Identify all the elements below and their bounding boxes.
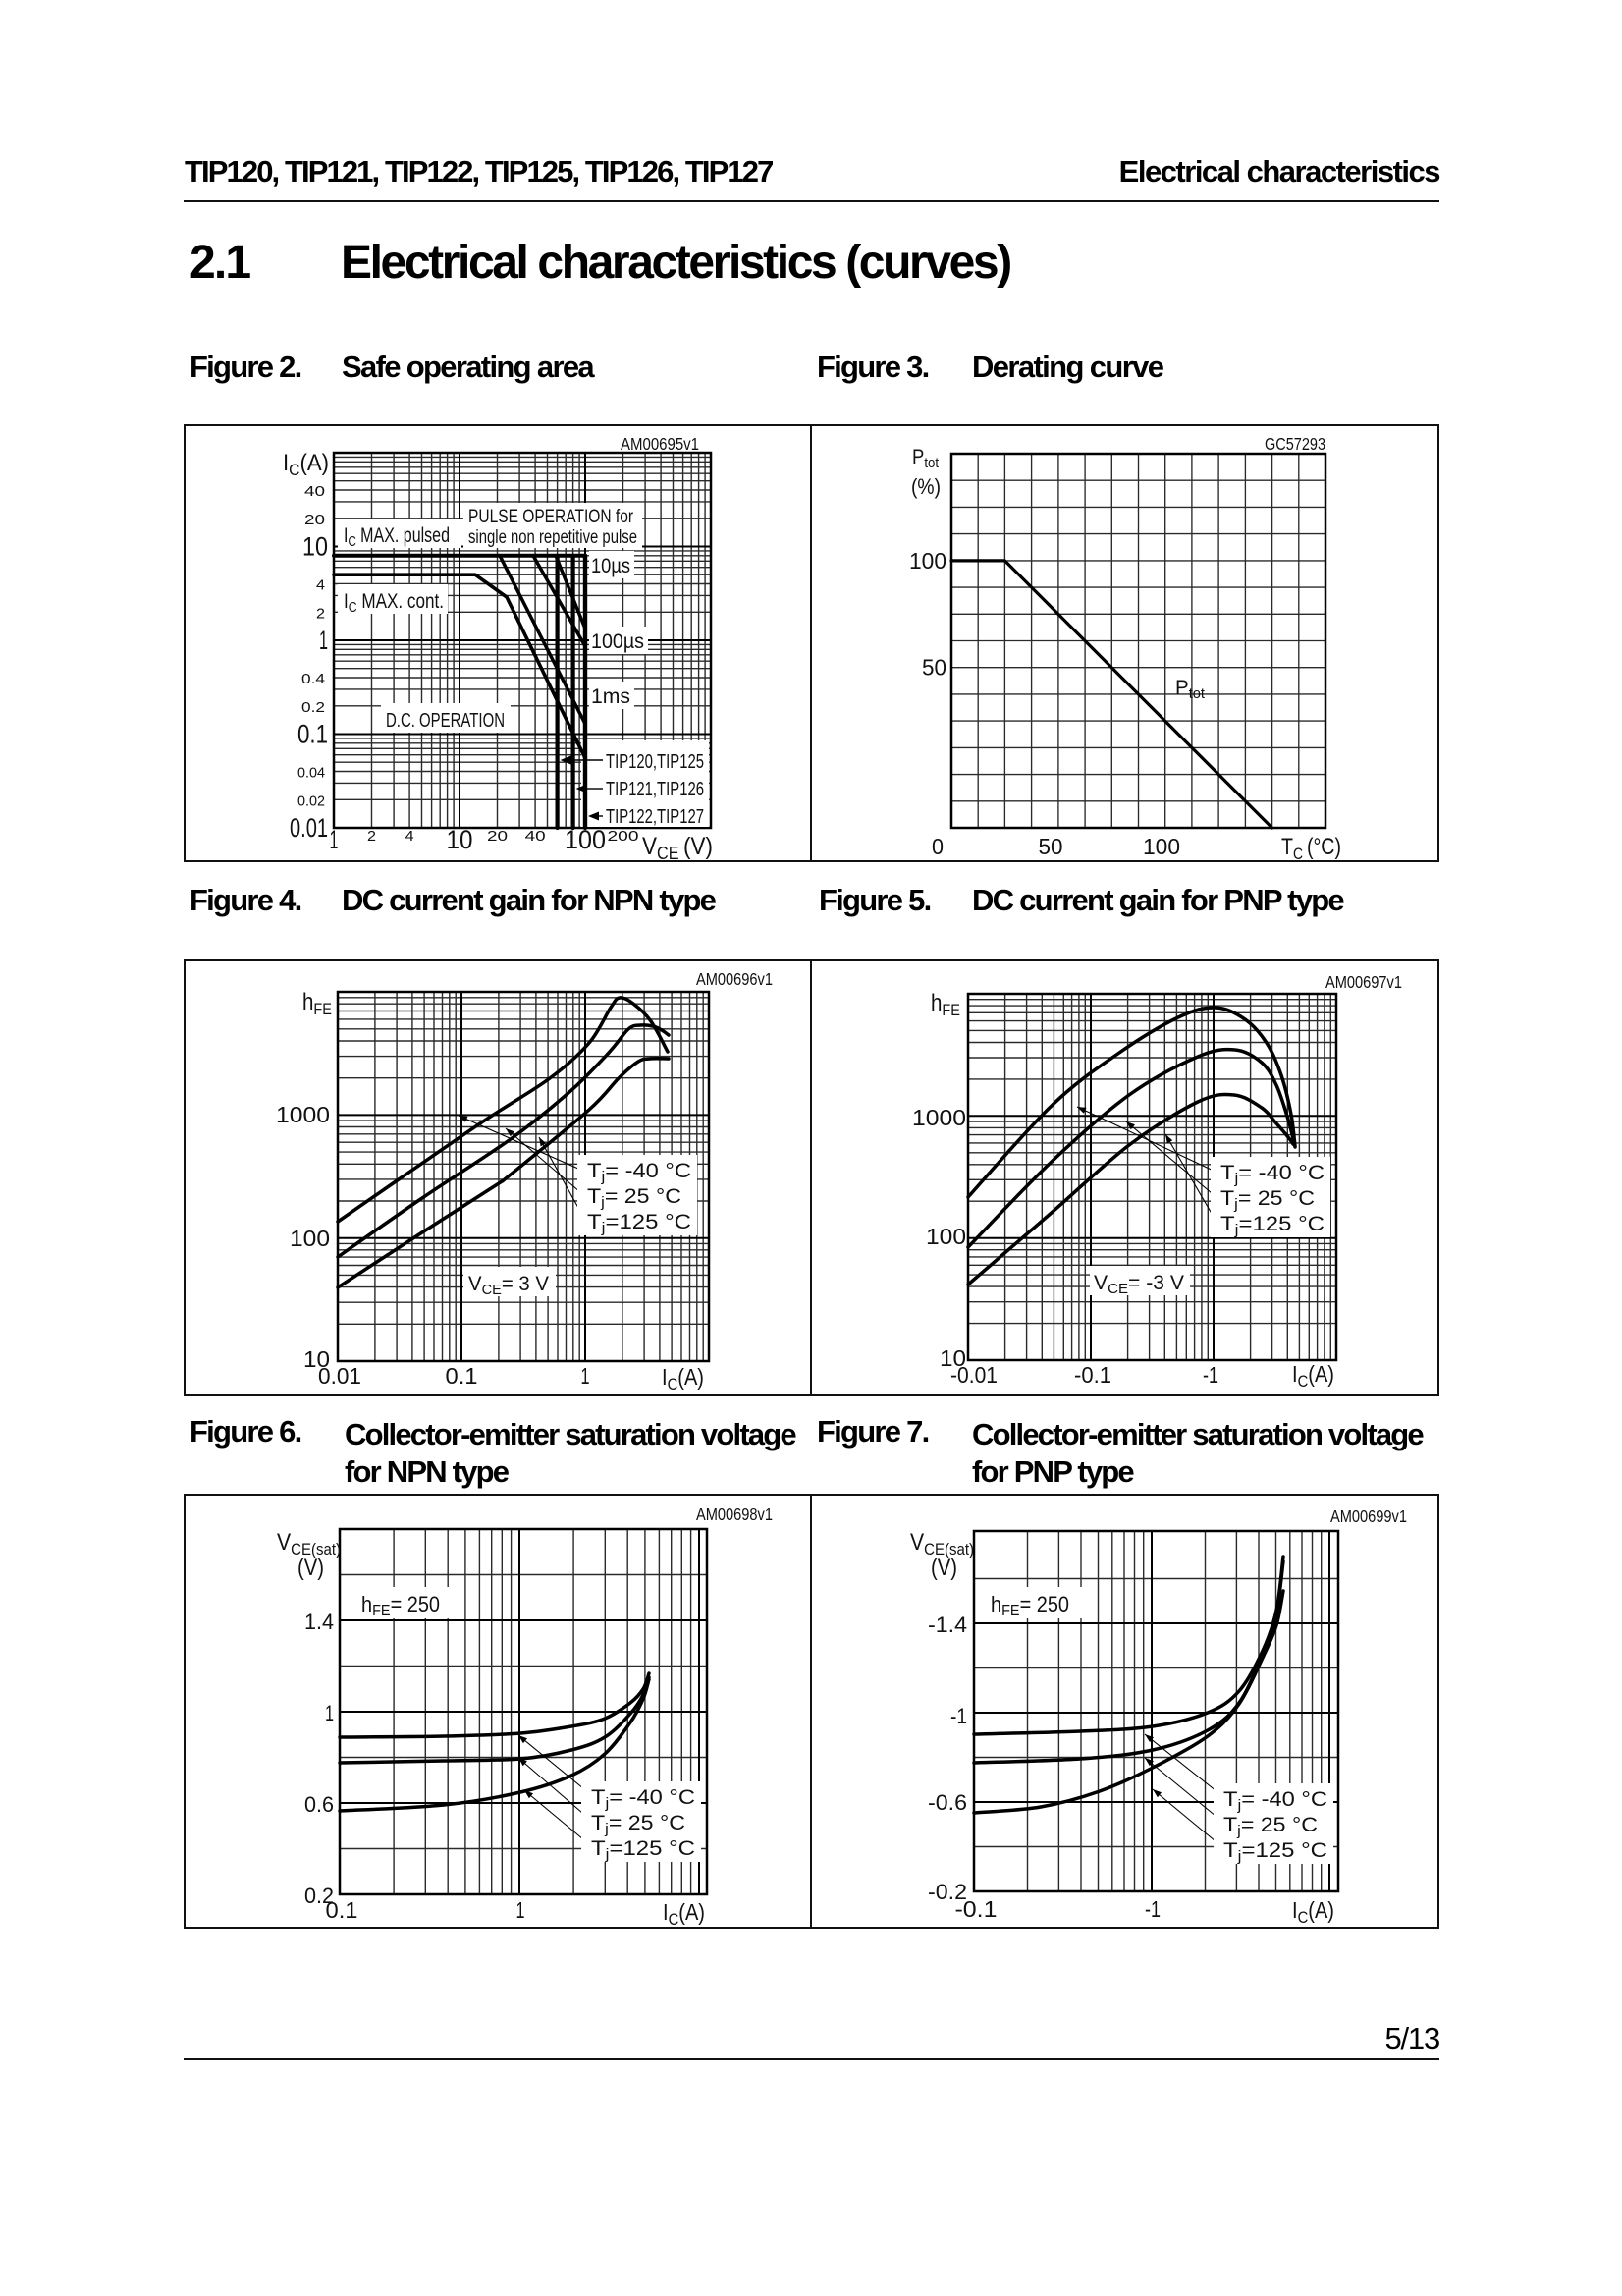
svg-text:1ms: 1ms (591, 685, 630, 708)
svg-text:1000: 1000 (912, 1105, 966, 1130)
svg-text:Tj= -40 °C: Tj= -40 °C (591, 1786, 695, 1812)
svg-text:1000: 1000 (276, 1102, 330, 1127)
svg-text:IC(A): IC(A) (283, 450, 329, 479)
svg-text:4: 4 (316, 577, 325, 594)
svg-text:IC(A): IC(A) (1292, 1897, 1334, 1927)
svg-text:200: 200 (608, 828, 639, 845)
svg-text:Tj= 25 °C: Tj= 25 °C (1223, 1814, 1318, 1839)
svg-text:10: 10 (303, 1346, 330, 1372)
svg-text:Tj=125 °C: Tj=125 °C (1223, 1839, 1327, 1865)
svg-text:100: 100 (909, 548, 946, 574)
svg-text:-0.2: -0.2 (928, 1880, 967, 1904)
svg-text:10µs: 10µs (591, 555, 630, 577)
svg-text:1.4: 1.4 (304, 1610, 334, 1634)
svg-text:2: 2 (316, 605, 325, 622)
svg-text:(V): (V) (931, 1555, 957, 1581)
svg-text:hFE: hFE (931, 990, 960, 1019)
svg-text:4: 4 (406, 828, 414, 845)
svg-text:0.4: 0.4 (301, 671, 325, 687)
svg-text:Tj= -40 °C: Tj= -40 °C (587, 1160, 691, 1185)
svg-text:Tj=125 °C: Tj=125 °C (591, 1837, 695, 1863)
svg-text:-1.4: -1.4 (928, 1613, 967, 1637)
svg-text:AM00697v1: AM00697v1 (1325, 972, 1402, 992)
svg-text:Tj= 25 °C: Tj= 25 °C (587, 1185, 681, 1211)
svg-text:AM00698v1: AM00698v1 (696, 1504, 773, 1524)
svg-text:TIP120,TIP125: TIP120,TIP125 (606, 751, 704, 773)
svg-text:100: 100 (565, 825, 606, 854)
svg-text:1: 1 (581, 1363, 590, 1389)
svg-text:(%): (%) (911, 474, 941, 499)
svg-text:0.04: 0.04 (297, 765, 325, 782)
svg-text:100: 100 (290, 1226, 330, 1251)
svg-text:AM00695v1: AM00695v1 (621, 434, 699, 454)
svg-text:50: 50 (922, 655, 946, 681)
svg-text:IC(A): IC(A) (662, 1364, 704, 1394)
svg-text:0.02: 0.02 (297, 793, 325, 809)
svg-text:-0.6: -0.6 (928, 1790, 967, 1815)
svg-text:IC MAX. cont.: IC MAX. cont. (344, 590, 444, 616)
svg-text:10: 10 (447, 825, 473, 854)
svg-text:AM00699v1: AM00699v1 (1330, 1506, 1407, 1526)
svg-text:D.C. OPERATION: D.C. OPERATION (386, 709, 505, 732)
svg-text:100: 100 (1143, 834, 1180, 859)
svg-text:IC MAX. pulsed: IC MAX. pulsed (344, 524, 450, 550)
svg-text:1: 1 (330, 825, 339, 854)
svg-text:40: 40 (304, 483, 325, 500)
svg-text:50: 50 (1039, 834, 1063, 859)
svg-text:AM00696v1: AM00696v1 (696, 969, 773, 989)
svg-text:0.01: 0.01 (290, 813, 328, 843)
svg-text:0.2: 0.2 (301, 699, 325, 716)
svg-text:Tj= -40 °C: Tj= -40 °C (1223, 1788, 1327, 1814)
svg-text:10: 10 (940, 1345, 966, 1371)
svg-text:-0.01: -0.01 (950, 1362, 998, 1388)
svg-text:single non repetitive pulse: single non repetitive pulse (468, 527, 637, 548)
svg-text:-1: -1 (950, 1704, 967, 1728)
svg-text:2: 2 (367, 828, 376, 845)
svg-text:hFE: hFE (302, 989, 332, 1018)
svg-text:10: 10 (302, 532, 328, 562)
svg-text:IC(A): IC(A) (663, 1899, 705, 1929)
svg-text:Ptot: Ptot (912, 446, 940, 471)
svg-text:20: 20 (304, 512, 325, 528)
svg-text:Tj=125 °C: Tj=125 °C (1220, 1213, 1325, 1238)
svg-text:100: 100 (926, 1224, 966, 1249)
svg-text:TIP122,TIP127: TIP122,TIP127 (606, 806, 704, 828)
svg-text:(V): (V) (297, 1555, 324, 1581)
svg-text:0.1: 0.1 (446, 1363, 478, 1389)
svg-text:Tj=125 °C: Tj=125 °C (587, 1211, 691, 1236)
svg-text:1: 1 (516, 1897, 525, 1923)
svg-text:VCE= -3 V: VCE= -3 V (1094, 1272, 1184, 1297)
svg-text:0.1: 0.1 (326, 1897, 358, 1923)
svg-text:0: 0 (932, 834, 944, 859)
svg-text:IC(A): IC(A) (1292, 1361, 1334, 1391)
svg-text:0.2: 0.2 (304, 1884, 334, 1908)
svg-text:Ptot: Ptot (1175, 677, 1206, 702)
svg-text:-0.1: -0.1 (955, 1896, 998, 1922)
svg-text:-1: -1 (1145, 1896, 1161, 1922)
svg-text:0.01: 0.01 (318, 1363, 361, 1389)
svg-text:VCE= 3 V: VCE= 3 V (468, 1273, 549, 1298)
svg-text:TIP121,TIP126: TIP121,TIP126 (606, 779, 704, 800)
svg-text:0.6: 0.6 (304, 1792, 334, 1817)
svg-text:40: 40 (525, 828, 546, 845)
svg-text:GC57293: GC57293 (1265, 434, 1325, 454)
svg-text:0.1: 0.1 (297, 720, 328, 749)
svg-text:Tj= -40 °C: Tj= -40 °C (1220, 1162, 1325, 1187)
svg-text:100µs: 100µs (591, 630, 644, 653)
svg-text:1: 1 (319, 626, 328, 655)
svg-text:1: 1 (325, 1701, 334, 1725)
svg-text:-1: -1 (1203, 1362, 1218, 1388)
svg-text:Tj= 25 °C: Tj= 25 °C (1220, 1187, 1315, 1213)
svg-text:PULSE OPERATION for: PULSE OPERATION for (468, 507, 634, 527)
svg-text:20: 20 (487, 828, 508, 845)
svg-text:-0.1: -0.1 (1074, 1362, 1111, 1388)
svg-text:VCE (V): VCE (V) (642, 833, 713, 863)
svg-text:TC (°C): TC (°C) (1281, 834, 1341, 863)
svg-text:hFE= 250: hFE= 250 (361, 1592, 440, 1619)
